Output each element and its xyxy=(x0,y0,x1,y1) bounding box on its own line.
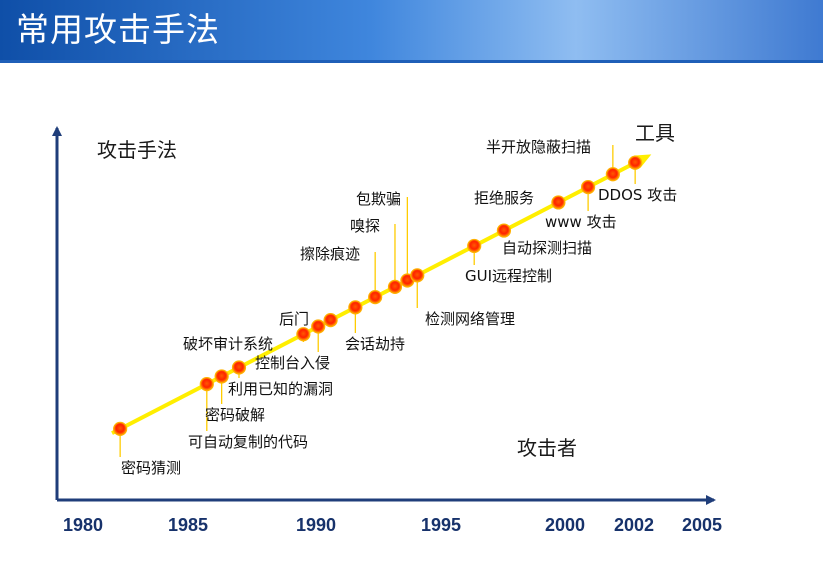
x-tick-label: 2002 xyxy=(614,515,654,535)
data-point xyxy=(323,313,338,328)
slide-title: 常用攻击手法 xyxy=(16,10,220,49)
data-point xyxy=(368,290,383,305)
title-bar: 常用攻击手法 xyxy=(0,0,823,60)
tools-annotation: 工具 xyxy=(635,121,675,145)
data-point-label: www 攻击 xyxy=(545,213,617,231)
data-point-label: 破坏审计系统 xyxy=(183,335,273,353)
data-point-label: 后门 xyxy=(279,310,309,328)
attackers-annotation: 攻击者 xyxy=(517,436,577,460)
data-point xyxy=(296,327,311,342)
data-point-label: 利用已知的漏洞 xyxy=(228,380,333,398)
data-point-label: 密码破解 xyxy=(205,406,265,424)
data-point-label: 包欺骗 xyxy=(356,190,401,208)
x-tick-label: 1980 xyxy=(63,515,103,535)
data-point-label: 半开放隐蔽扫描 xyxy=(486,138,591,156)
data-point xyxy=(410,268,425,283)
title-underline xyxy=(0,60,823,63)
data-point-label: 会话劫持 xyxy=(345,335,405,353)
data-point xyxy=(467,238,482,254)
x-tick-label: 1985 xyxy=(168,515,208,535)
data-point xyxy=(605,167,620,182)
data-point-label: 嗅探 xyxy=(350,217,380,235)
data-point xyxy=(387,279,403,294)
data-point xyxy=(628,155,643,170)
data-point xyxy=(348,300,363,315)
data-point-label: 拒绝服务 xyxy=(474,189,534,207)
data-point-label: 控制台入侵 xyxy=(255,354,330,372)
x-tick-label: 2005 xyxy=(682,515,722,535)
data-point xyxy=(113,421,128,436)
data-point-label: 可自动复制的代码 xyxy=(188,433,308,451)
data-point-label: DDOS 攻击 xyxy=(598,186,677,204)
data-point xyxy=(231,360,247,375)
data-point-label: 密码猜测 xyxy=(121,459,181,477)
data-point xyxy=(496,223,512,238)
data-point xyxy=(214,369,229,384)
x-tick-label: 2000 xyxy=(545,515,585,535)
data-point-label: 检测网络管理 xyxy=(425,310,515,328)
x-tick-label: 1995 xyxy=(421,515,461,535)
y-axis-annotation: 攻击手法 xyxy=(97,138,177,162)
data-point xyxy=(199,377,214,392)
data-point-label: GUI远程控制 xyxy=(465,267,552,285)
data-point xyxy=(551,195,566,210)
data-point xyxy=(311,319,326,334)
data-point-label: 擦除痕迹 xyxy=(300,245,360,263)
data-point-label: 自动探测扫描 xyxy=(502,239,592,257)
x-tick-label: 1990 xyxy=(296,515,336,535)
data-point xyxy=(581,179,596,195)
